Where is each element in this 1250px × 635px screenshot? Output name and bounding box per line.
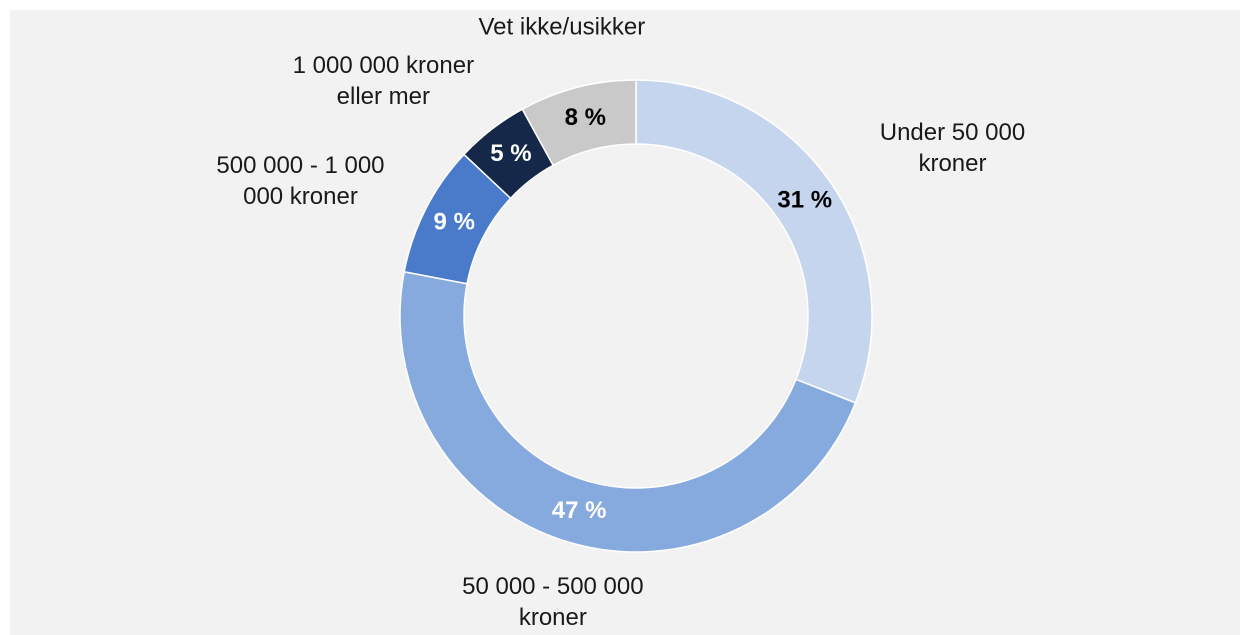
data-label: 8 % xyxy=(565,104,606,131)
data-label: 31 % xyxy=(777,187,832,214)
category-label: Vet ikke/usikker xyxy=(478,13,646,41)
donut-slice xyxy=(635,79,873,404)
data-label: 47 % xyxy=(552,497,607,524)
category-label: 500 000 - 1 000 000 kroner xyxy=(216,151,385,210)
data-label: 5 % xyxy=(490,140,531,167)
data-label: 9 % xyxy=(434,209,475,236)
category-label: 50 000 - 500 000 kroner xyxy=(462,573,644,632)
donut-slice xyxy=(521,79,637,167)
category-label: 1 000 000 kroner eller mer xyxy=(292,51,475,110)
donut-slice xyxy=(399,270,857,553)
category-label: Under 50 000 kroner xyxy=(879,119,1026,178)
